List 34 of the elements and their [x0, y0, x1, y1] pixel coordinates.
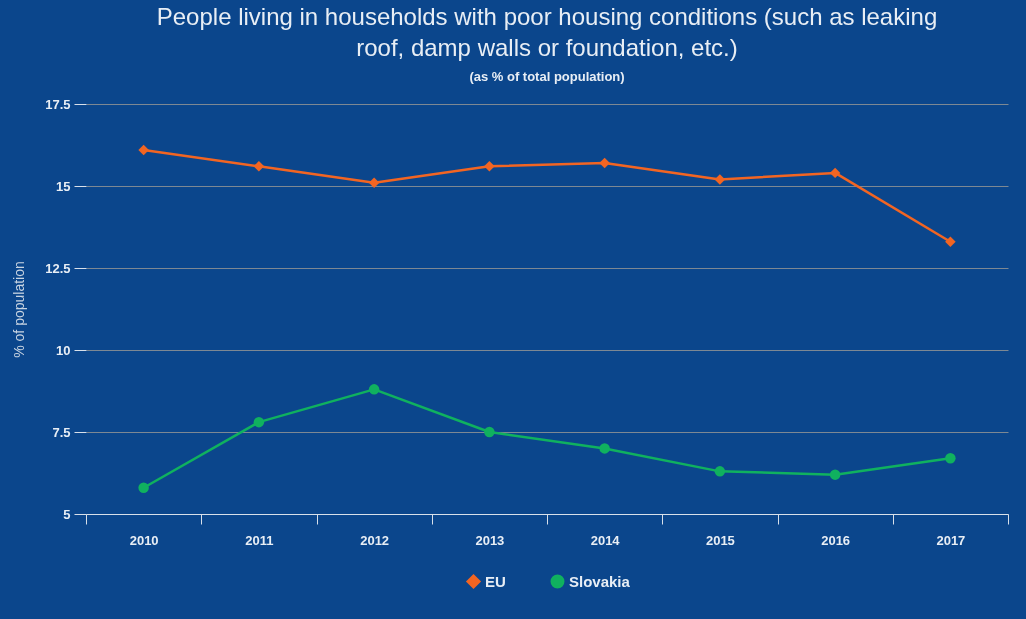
- point: [714, 174, 726, 185]
- y-tick-label: 17.5: [45, 96, 71, 112]
- point: [484, 426, 495, 438]
- y-axis-title: % of population: [11, 261, 28, 358]
- chart-subtitle: (as % of total population): [469, 69, 625, 84]
- point: [945, 453, 956, 464]
- x-tick-label: 2011: [245, 532, 274, 548]
- y-tick-label: 5: [63, 506, 71, 522]
- point: [368, 384, 380, 395]
- x-tick-label: 2013: [475, 532, 505, 548]
- legend-label: Slovakia: [569, 572, 631, 590]
- point: [945, 236, 956, 247]
- y-tick-label: 12.5: [45, 260, 71, 276]
- point: [714, 466, 726, 477]
- y-tick-label: 10: [56, 342, 71, 358]
- point: [253, 416, 265, 428]
- y-tick-label: 15: [56, 178, 71, 194]
- point: [253, 161, 265, 172]
- x-tick-label: 2012: [360, 532, 390, 548]
- x-tick-label: 2015: [705, 532, 735, 548]
- y-tick-label: 7.5: [52, 424, 71, 440]
- x-tick-label: 2014: [590, 532, 621, 548]
- point: [599, 443, 610, 454]
- x-tick-label: 2017: [936, 532, 966, 548]
- x-tick-label: 2016: [821, 532, 851, 548]
- chart-title: People living in households with poor housing conditions (such as leaking roof, damp walls or foundation, etc.): [156, 3, 938, 61]
- legend-label: EU: [485, 572, 506, 590]
- point: [138, 144, 149, 156]
- point: [138, 482, 149, 493]
- x-tick-label: 2010: [129, 532, 159, 548]
- point: [599, 157, 610, 169]
- point: [368, 177, 380, 188]
- point: [829, 469, 841, 480]
- point: [484, 161, 495, 172]
